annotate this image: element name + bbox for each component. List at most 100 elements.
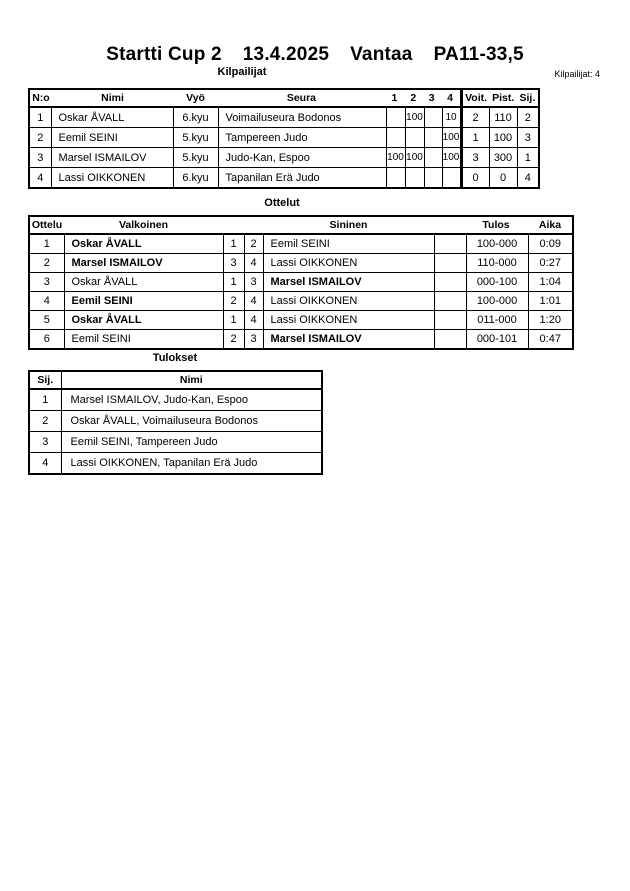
cell-blue-name: Marsel ISMAILOV <box>262 272 435 292</box>
cell-white-no: 1 <box>222 272 245 292</box>
cell-time: 0:27 <box>527 253 574 273</box>
cell-place: 1 <box>516 147 540 168</box>
cell-white-name: Oskar ÅVALL <box>63 310 224 330</box>
cell-round4: 10 <box>441 106 462 128</box>
col-header-points: Pist. <box>492 92 515 104</box>
cell-name: Marsel ISMAILOV <box>50 147 174 168</box>
cell-blue-no: 2 <box>243 233 264 254</box>
cell-blue-name: Lassi OIKKONEN <box>262 291 435 311</box>
col-header-club: Seura <box>286 92 317 104</box>
table-row: 1 Oskar ÅVALL 1 2 Eemil SEINI 100-000 0:… <box>28 233 574 254</box>
event-title-name: Startti Cup 2 <box>106 44 222 65</box>
matches-table: Ottelu Valkoinen Sininen Tulos Aika 1 Os… <box>28 215 575 350</box>
cell-result: 000-100 <box>465 272 529 292</box>
cell-round1 <box>385 167 406 189</box>
cell-name: Eemil SEINI, Tampereen Judo <box>60 431 323 453</box>
cell-white-no: 3 <box>222 253 245 273</box>
col-header-place: Sij. <box>519 92 536 104</box>
section-heading-tulokset: Tulokset <box>152 352 198 364</box>
cell-round3 <box>423 147 443 168</box>
competitors-header-row: N:o Nimi Vyö Seura 1 2 3 4 Voit. Pist. S… <box>29 89 540 108</box>
cell-place: 2 <box>516 106 540 128</box>
event-title-date: 13.4.2025 <box>242 44 330 65</box>
cell-white-no: 1 <box>222 310 245 330</box>
competitors-header-right: Voit. Pist. Sij. <box>459 89 540 108</box>
col-header-name: Nimi <box>61 371 322 390</box>
table-row: 3 Oskar ÅVALL 1 3 Marsel ISMAILOV 000-10… <box>28 272 574 292</box>
cell-result: 110-000 <box>465 253 529 273</box>
matches-header-row: Ottelu Valkoinen Sininen Tulos Aika <box>29 216 574 235</box>
cell-round4: 100 <box>441 127 462 148</box>
col-header-round3: 3 <box>428 92 435 104</box>
cell-result: 100-000 <box>465 291 529 311</box>
results-table: Sij. Nimi 1 Marsel ISMAILOV, Judo-Kan, E… <box>28 370 323 475</box>
competitor-count: Kilpailijat: 4 <box>554 69 600 79</box>
col-header-round2: 2 <box>410 92 417 104</box>
cell-time: 0:09 <box>527 233 574 254</box>
table-row: 3 Marsel ISMAILOV 5.kyu Judo-Kan, Espoo … <box>28 147 540 168</box>
cell-points: 100 <box>488 127 518 148</box>
section-heading-kilpailijat: Kilpailijat <box>217 66 267 78</box>
cell-white-name: Eemil SEINI <box>63 291 224 311</box>
cell-place: 4 <box>28 452 62 475</box>
cell-club: Tampereen Judo <box>217 127 387 148</box>
cell-match-no: 5 <box>28 310 65 330</box>
cell-blue-no: 3 <box>243 272 264 292</box>
cell-place: 3 <box>28 431 62 453</box>
cell-place: 4 <box>516 167 540 189</box>
cell-time: 1:01 <box>527 291 574 311</box>
cell-round2 <box>404 127 425 148</box>
cell-match-no: 2 <box>28 253 65 273</box>
cell-time: 1:20 <box>527 310 574 330</box>
col-header-blue: Sininen <box>329 219 368 231</box>
table-row: 5 Oskar ÅVALL 1 4 Lassi OIKKONEN 011-000… <box>28 310 574 330</box>
col-header-place: Sij. <box>29 371 62 390</box>
table-row: 4 Lassi OIKKONEN 6.kyu Tapanilan Erä Jud… <box>28 167 540 189</box>
cell-belt: 5.kyu <box>172 127 219 148</box>
cell-round1 <box>385 106 406 128</box>
table-row: 2 Eemil SEINI 5.kyu Tampereen Judo 100 1… <box>28 127 540 148</box>
cell-club: Tapanilan Erä Judo <box>217 167 387 189</box>
cell-name: Lassi OIKKONEN, Tapanilan Erä Judo <box>60 452 323 475</box>
cell-spacer <box>433 291 467 311</box>
results-header-row: Sij. Nimi <box>29 371 322 390</box>
cell-result: 100-000 <box>465 233 529 254</box>
cell-no: 2 <box>28 127 52 148</box>
cell-no: 1 <box>28 106 52 128</box>
cell-no: 3 <box>28 147 52 168</box>
cell-name: Marsel ISMAILOV, Judo-Kan, Espoo <box>60 388 323 411</box>
cell-spacer <box>433 272 467 292</box>
cell-blue-no: 4 <box>243 253 264 273</box>
cell-match-no: 3 <box>28 272 65 292</box>
table-row: 1 Oskar ÅVALL 6.kyu Voimailuseura Bodono… <box>28 106 540 128</box>
cell-match-no: 6 <box>28 329 65 350</box>
cell-round1: 100 <box>385 147 406 168</box>
cell-round2: 100 <box>404 147 425 168</box>
cell-blue-no: 4 <box>243 310 264 330</box>
col-header-round1: 1 <box>391 92 398 104</box>
col-header-belt: Vyö <box>186 92 205 104</box>
event-title-class: PA11-33,5 <box>433 44 524 65</box>
cell-club: Voimailuseura Bodonos <box>217 106 387 128</box>
cell-round4 <box>441 167 462 189</box>
competitors-header-left: N:o Nimi Vyö Seura 1 2 3 4 <box>29 89 461 108</box>
col-header-result: Tulos <box>434 216 529 235</box>
cell-club: Judo-Kan, Espoo <box>217 147 387 168</box>
cell-belt: 6.kyu <box>172 167 219 189</box>
cell-blue-name: Lassi OIKKONEN <box>262 253 435 273</box>
cell-spacer <box>433 253 467 273</box>
cell-white-no: 1 <box>222 233 245 254</box>
col-header-time: Aika <box>528 216 574 235</box>
cell-result: 000-101 <box>465 329 529 350</box>
cell-white-no: 2 <box>222 291 245 311</box>
cell-wins: 0 <box>459 167 490 189</box>
section-heading-ottelut: Ottelut <box>264 197 300 209</box>
cell-place: 1 <box>28 388 62 411</box>
event-title: Startti Cup 2 13.4.2025 Vantaa PA11-33,5 <box>0 44 630 65</box>
competitors-table: N:o Nimi Vyö Seura 1 2 3 4 Voit. Pist. S… <box>28 88 541 189</box>
table-row: 4 Eemil SEINI 2 4 Lassi OIKKONEN 100-000… <box>28 291 574 311</box>
table-row: 1 Marsel ISMAILOV, Judo-Kan, Espoo <box>28 388 323 411</box>
cell-belt: 5.kyu <box>172 147 219 168</box>
cell-points: 300 <box>488 147 518 168</box>
